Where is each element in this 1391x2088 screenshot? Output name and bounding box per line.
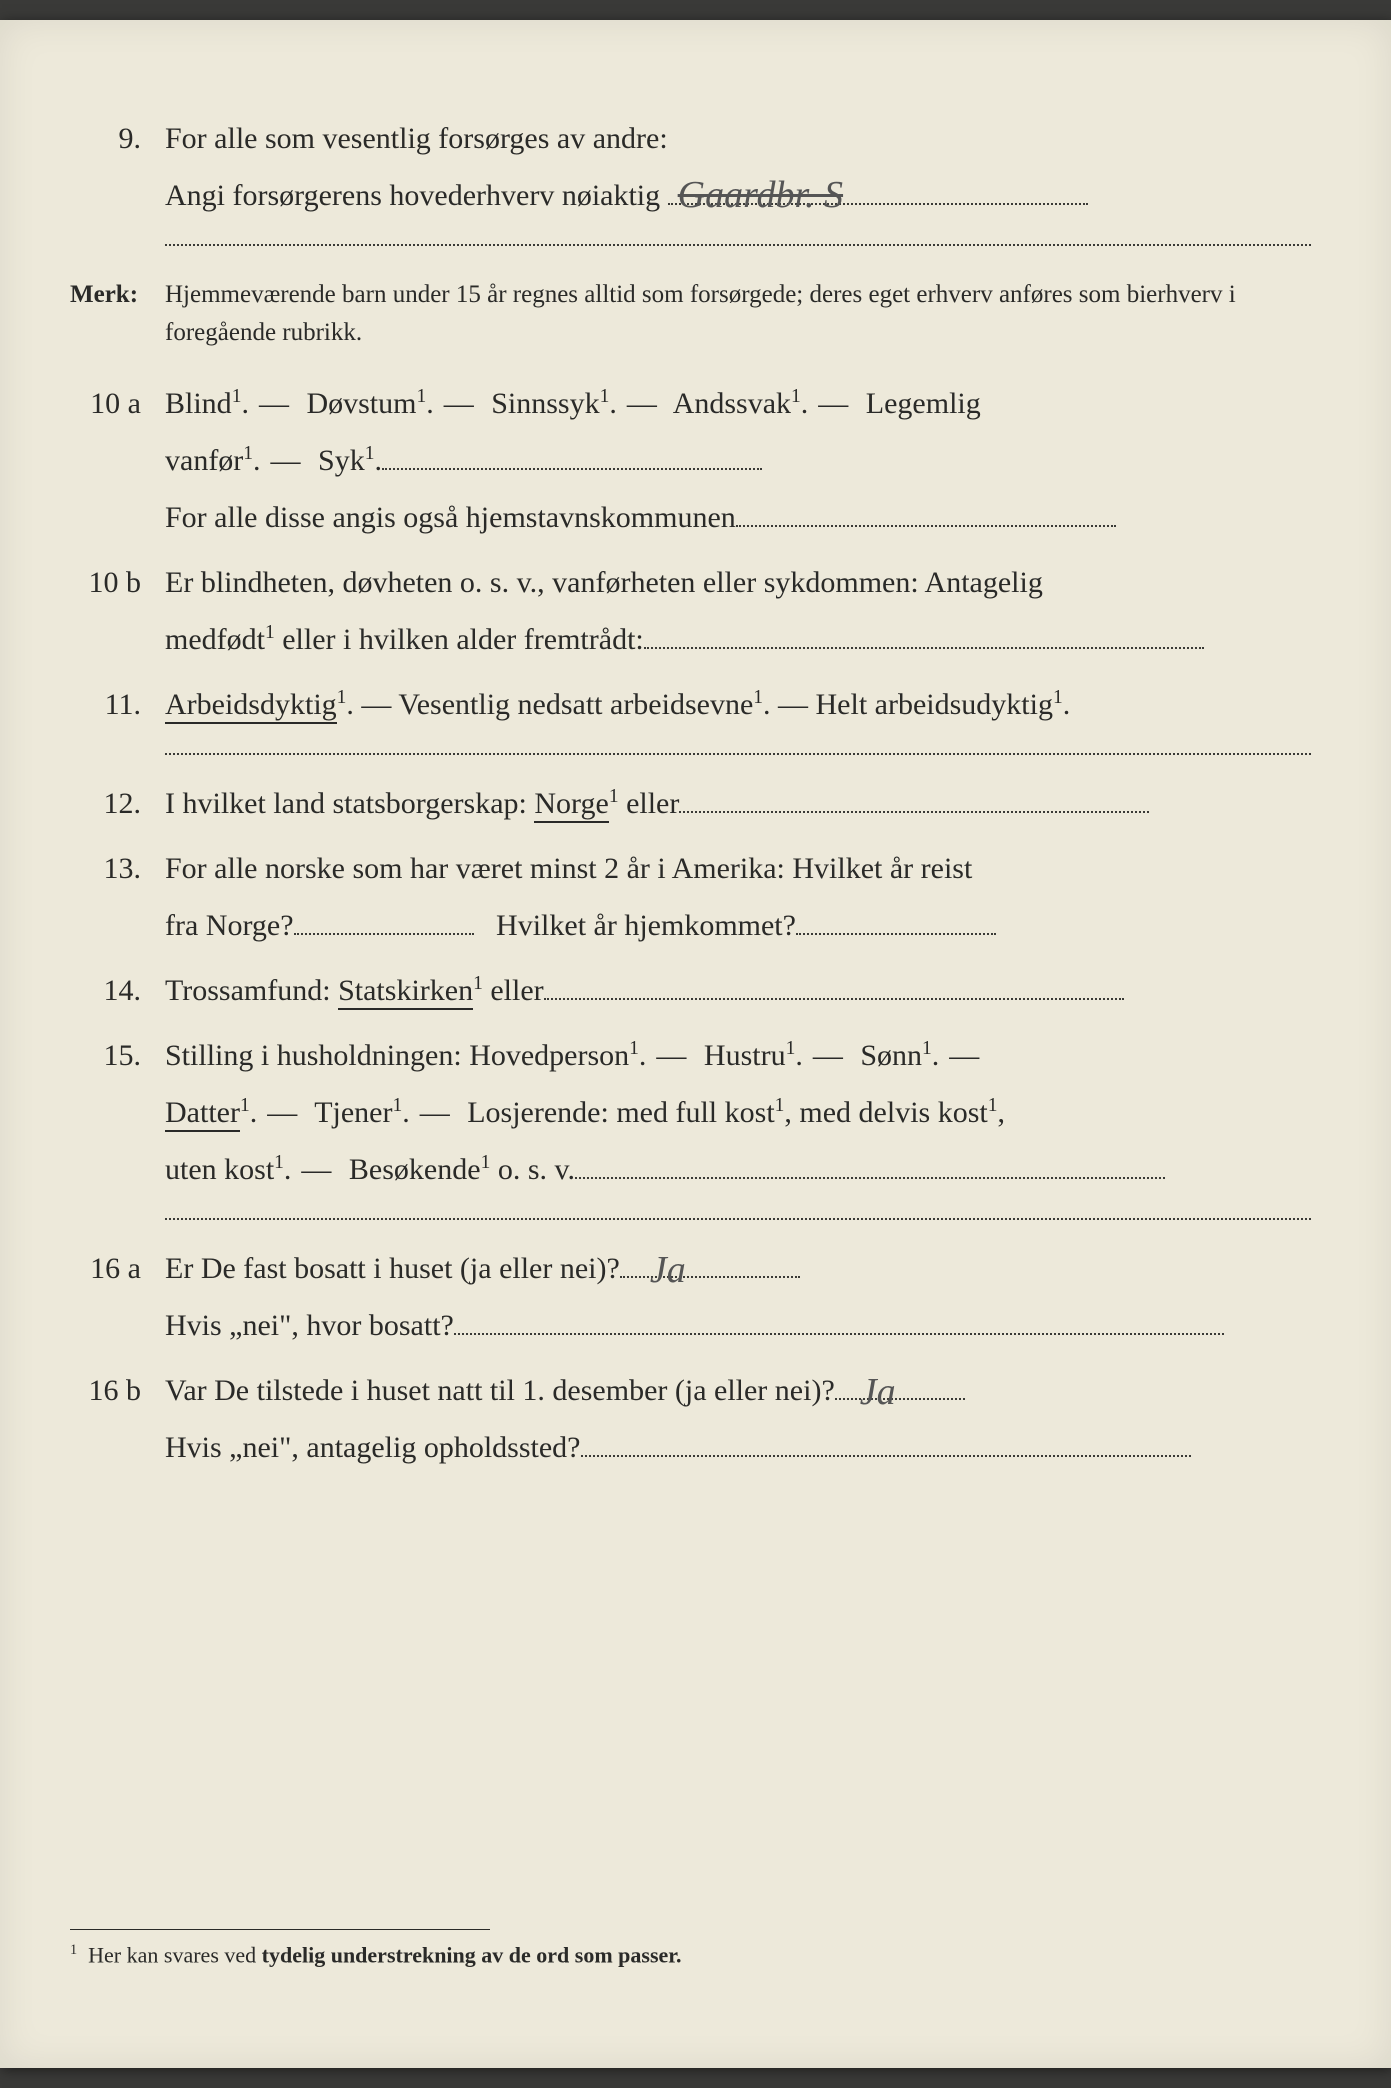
census-form-page: 9. For alle som vesentlig forsørges av a… — [0, 20, 1391, 2068]
q13-content: For alle norske som har været minst 2 år… — [165, 840, 1311, 954]
q15-tjener: Tjener — [314, 1096, 392, 1129]
footnote-text-b: tydelig understrekning av de ord som pas… — [262, 1942, 682, 1967]
q15-hustru: Hustru — [704, 1039, 786, 1072]
q15-datter: Datter — [165, 1096, 240, 1132]
q15: 15. Stilling i husholdningen: Hovedperso… — [70, 1027, 1311, 1198]
q9-handwritten: Gaardbr. S — [678, 159, 843, 231]
q10a: 10 a Blind1.— Døvstum1.— Sinnssyk1.— And… — [70, 375, 1311, 546]
q10b-number: 10 b — [70, 557, 165, 608]
q12-prefix: I hvilket land statsborgerskap: — [165, 787, 534, 820]
q13-fill2[interactable] — [796, 907, 996, 936]
q15-prefix: Stilling i husholdningen: — [165, 1039, 469, 1072]
q10a-vanfor: vanfør — [165, 444, 243, 477]
q12-norge: Norge — [534, 787, 608, 823]
q16b: 16 b Var De tilstede i huset natt til 1.… — [70, 1362, 1311, 1476]
q11: 11. Arbeidsdyktig1. — Vesentlig nedsatt … — [70, 676, 1311, 733]
q16a-line1: Er De fast bosatt i huset (ja eller nei)… — [165, 1252, 620, 1285]
q9-content: For alle som vesentlig forsørges av andr… — [165, 110, 1311, 224]
q15-full: med full kost — [616, 1096, 774, 1129]
q13-line2a: fra Norge? — [165, 909, 294, 942]
q14: 14. Trossamfund: Statskirken1 eller — [70, 962, 1311, 1019]
q9-fill[interactable]: Gaardbr. S — [668, 177, 1088, 206]
q16a-content: Er De fast bosatt i huset (ja eller nei)… — [165, 1240, 1311, 1354]
q15-losj: Losjerende: — [467, 1096, 616, 1129]
q10b: 10 b Er blindheten, døvheten o. s. v., v… — [70, 554, 1311, 668]
q10a-line3: For alle disse angis også hjemstavnskomm… — [165, 501, 736, 534]
q14-opt: Statskirken — [338, 974, 473, 1010]
q13-line1: For alle norske som har været minst 2 år… — [165, 852, 972, 885]
q14-number: 14. — [70, 965, 165, 1016]
q11-opt1: Arbeidsdyktig — [165, 688, 337, 724]
q10a-legemlig: Legemlig — [866, 387, 981, 420]
q12-content: I hvilket land statsborgerskap: Norge1 e… — [165, 775, 1311, 832]
q10b-rest: eller i hvilken alder fremtrådt: — [275, 623, 644, 656]
q15-uten: uten kost — [165, 1153, 274, 1186]
q13-fill1[interactable] — [294, 907, 474, 936]
footnote-text-a: Her kan svares ved — [88, 1942, 262, 1967]
q15-besok: Besøkende — [349, 1153, 481, 1186]
q14-fill[interactable] — [544, 972, 1124, 1001]
q12: 12. I hvilket land statsborgerskap: Norg… — [70, 775, 1311, 832]
q14-prefix: Trossamfund: — [165, 974, 338, 1007]
q15-number: 15. — [70, 1030, 165, 1081]
q9: 9. For alle som vesentlig forsørges av a… — [70, 110, 1311, 224]
q10a-number: 10 a — [70, 378, 165, 429]
merk-note: Merk: Hjemmeværende barn under 15 år reg… — [70, 276, 1311, 351]
q16a-fill2[interactable] — [454, 1307, 1224, 1336]
q10a-sinnssyk: Sinnssyk — [491, 387, 599, 420]
q10b-medfodt: medfødt — [165, 623, 265, 656]
q16a-fill1[interactable]: Ja — [620, 1250, 800, 1279]
q10a-syk: Syk — [318, 444, 365, 477]
footnote-rule — [70, 1929, 490, 1930]
q16b-fill2[interactable] — [581, 1429, 1191, 1458]
q16b-number: 16 b — [70, 1365, 165, 1416]
q15-hoved: Hovedperson — [469, 1039, 629, 1072]
divider-3 — [165, 1218, 1311, 1220]
q16a: 16 a Er De fast bosatt i huset (ja eller… — [70, 1240, 1311, 1354]
q15-content: Stilling i husholdningen: Hovedperson1.—… — [165, 1027, 1311, 1198]
q10a-andssvak: Andssvak — [673, 387, 791, 420]
q11-opt3: Helt arbeidsudyktig — [816, 688, 1053, 721]
q12-fill[interactable] — [679, 785, 1149, 814]
q15-fill[interactable] — [575, 1151, 1165, 1180]
divider-1 — [165, 244, 1311, 246]
q16b-fill1[interactable]: Ja — [835, 1372, 965, 1401]
q16a-number: 16 a — [70, 1243, 165, 1294]
footnote: 1 Her kan svares ved tydelig understrekn… — [70, 1929, 1311, 1968]
divider-2 — [165, 753, 1311, 755]
q12-number: 12. — [70, 778, 165, 829]
q15-sonn: Sønn — [860, 1039, 922, 1072]
q16a-line2: Hvis „nei", hvor bosatt? — [165, 1309, 454, 1342]
footnote-marker: 1 — [70, 1942, 77, 1958]
merk-label: Merk: — [70, 276, 165, 351]
q10b-content: Er blindheten, døvheten o. s. v., vanfør… — [165, 554, 1311, 668]
q9-line2: Angi forsørgerens hovederhverv nøiaktig — [165, 179, 660, 212]
q11-number: 11. — [70, 679, 165, 730]
q16b-line2: Hvis „nei", antagelig opholdssted? — [165, 1431, 581, 1464]
q16b-handwritten: Ja — [860, 1356, 896, 1428]
merk-text: Hjemmeværende barn under 15 år regnes al… — [165, 276, 1311, 351]
q10a-fill2[interactable] — [736, 499, 1116, 528]
q10a-dovstum: Døvstum — [306, 387, 416, 420]
q10b-fill[interactable] — [644, 621, 1204, 650]
q16b-line1: Var De tilstede i huset natt til 1. dese… — [165, 1374, 835, 1407]
q11-content: Arbeidsdyktig1. — Vesentlig nedsatt arbe… — [165, 676, 1311, 733]
q14-content: Trossamfund: Statskirken1 eller — [165, 962, 1311, 1019]
q10b-line1: Er blindheten, døvheten o. s. v., vanfør… — [165, 566, 1043, 599]
q13: 13. For alle norske som har været minst … — [70, 840, 1311, 954]
q16b-content: Var De tilstede i huset natt til 1. dese… — [165, 1362, 1311, 1476]
q15-delvis: med delvis kost — [799, 1096, 987, 1129]
q10a-content: Blind1.— Døvstum1.— Sinnssyk1.— Andssvak… — [165, 375, 1311, 546]
q12-rest: eller — [619, 787, 680, 820]
q13-number: 13. — [70, 843, 165, 894]
q15-osv: o. s. v. — [490, 1153, 575, 1186]
q9-line1: For alle som vesentlig forsørges av andr… — [165, 122, 668, 155]
q11-opt2: Vesentlig nedsatt arbeidsevne — [398, 688, 753, 721]
q14-rest: eller — [483, 974, 544, 1007]
q10a-fill1[interactable] — [382, 442, 762, 471]
q16a-handwritten: Ja — [650, 1234, 686, 1306]
q10a-blind: Blind — [165, 387, 232, 420]
q13-line2b: Hvilket år hjemkommet? — [496, 909, 796, 942]
q9-number: 9. — [70, 113, 165, 164]
